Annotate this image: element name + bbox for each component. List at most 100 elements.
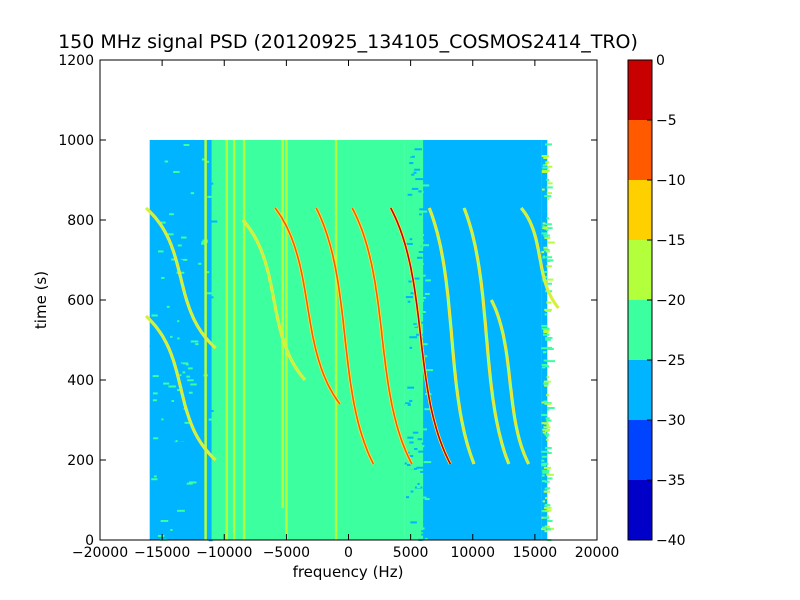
noise-speckle — [157, 362, 165, 365]
noise-speckle — [160, 221, 166, 224]
noise-speckle — [424, 506, 432, 509]
noise-speckle — [156, 408, 160, 411]
noise-speckle — [544, 384, 549, 387]
noise-speckle — [544, 487, 549, 490]
noise-speckle — [209, 334, 212, 337]
noise-speckle — [546, 182, 553, 185]
noise-speckle — [415, 374, 422, 377]
noise-speckle — [177, 337, 180, 340]
noise-speckle — [541, 327, 550, 330]
noise-speckle — [545, 509, 552, 512]
noise-speckle — [204, 160, 210, 163]
noise-speckle — [406, 455, 414, 458]
noise-speckle — [154, 187, 157, 190]
doppler-trace — [463, 207, 510, 465]
noise-speckle — [407, 436, 414, 439]
noise-speckle — [542, 526, 547, 529]
noise-speckle — [187, 379, 194, 382]
noise-speckle — [404, 403, 411, 406]
noise-speckle — [424, 237, 428, 240]
noise-speckle — [544, 525, 550, 528]
noise-speckle — [421, 530, 426, 533]
noise-speckle — [423, 461, 432, 464]
noise-speckle — [542, 500, 546, 503]
noise-speckle — [546, 186, 553, 189]
noise-speckle — [161, 418, 164, 421]
noise-speckle — [547, 360, 556, 363]
noise-speckle — [209, 182, 214, 185]
noise-speckle — [172, 439, 176, 442]
y-tick-label: 1200 — [58, 53, 94, 69]
colorbar-segment — [628, 300, 652, 360]
noise-speckle — [546, 301, 552, 304]
doppler-trace — [428, 207, 475, 465]
noise-speckle — [542, 471, 549, 474]
noise-speckle — [407, 193, 413, 196]
noise-speckle — [209, 410, 214, 413]
noise-speckle — [542, 480, 547, 483]
noise-speckle — [171, 258, 177, 261]
noise-speckle — [410, 521, 417, 524]
noise-speckle — [546, 394, 550, 397]
y-tick-label: 0 — [85, 533, 94, 549]
noise-speckle — [151, 478, 158, 481]
doppler-trace — [490, 299, 530, 465]
noise-speckle — [163, 313, 170, 316]
noise-speckle — [209, 220, 218, 223]
noise-speckle — [187, 367, 193, 370]
noise-speckle — [543, 466, 552, 469]
noise-speckle — [170, 528, 173, 531]
noise-speckle — [406, 242, 413, 245]
doppler-trace — [389, 207, 452, 465]
noise-speckle — [544, 308, 552, 311]
noise-speckle — [153, 437, 159, 440]
doppler-trace — [242, 219, 306, 381]
noise-speckle — [179, 374, 182, 377]
noise-speckle — [414, 212, 420, 215]
noise-speckle — [407, 300, 411, 303]
noise-speckle — [545, 336, 553, 339]
x-axis-label: frequency (Hz) — [293, 563, 404, 581]
noise-speckle — [419, 270, 422, 273]
noise-speckle — [545, 365, 550, 368]
noise-speckle — [150, 441, 154, 444]
colorbar-segment — [628, 120, 652, 180]
colorbar-tick-label: −25 — [656, 353, 686, 369]
noise-speckle — [543, 426, 551, 429]
noise-speckle — [544, 275, 548, 278]
noise-speckle — [546, 528, 551, 531]
noise-speckle — [166, 445, 173, 448]
noise-speckle — [180, 258, 188, 261]
noise-speckle — [409, 162, 414, 165]
noise-speckle — [182, 371, 186, 374]
noise-speckle — [542, 431, 547, 434]
doppler-trace — [520, 207, 560, 309]
noise-speckle — [414, 325, 421, 328]
x-tick-label: 10000 — [450, 545, 495, 561]
noise-speckle — [169, 213, 174, 216]
noise-speckle — [423, 353, 428, 356]
noise-speckle — [418, 450, 427, 453]
noise-speckle — [542, 225, 545, 228]
background-band — [149, 140, 212, 540]
colorbar-tick-label: −30 — [656, 413, 686, 429]
noise-speckle — [541, 401, 545, 404]
noise-speckle — [545, 446, 552, 449]
noise-speckle — [407, 386, 415, 389]
noise-speckle — [542, 469, 550, 472]
noise-speckle — [183, 428, 188, 431]
noise-speckle — [178, 477, 184, 480]
noise-speckle — [544, 227, 549, 230]
noise-speckle — [408, 165, 415, 168]
noise-speckle — [545, 250, 551, 253]
noise-speckle — [408, 197, 414, 200]
y-tick-label: 400 — [67, 373, 94, 389]
noise-speckle — [425, 369, 434, 372]
noise-speckle — [423, 296, 426, 299]
y-axis-label: time (s) — [32, 271, 50, 329]
noise-speckle — [152, 399, 157, 402]
colorbar-segment — [628, 360, 652, 420]
noise-speckle — [415, 450, 419, 453]
background-band — [541, 140, 548, 540]
noise-speckle — [414, 249, 419, 252]
